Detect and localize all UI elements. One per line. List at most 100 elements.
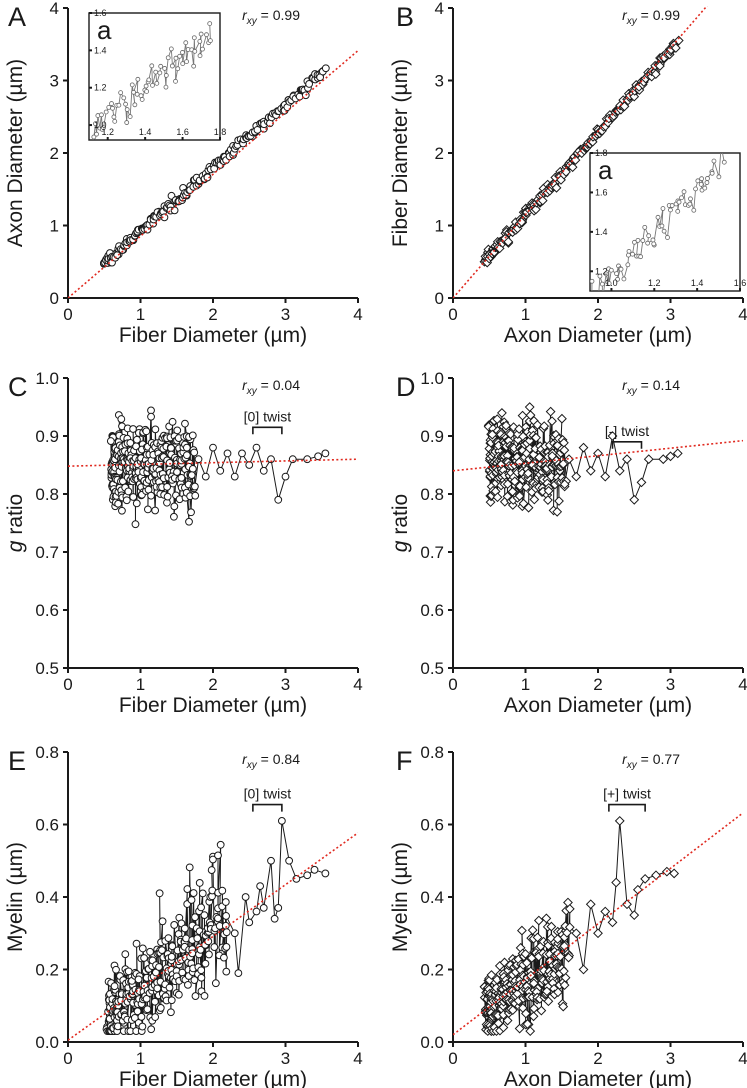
inset-y-tick-label: 1.2 [94,83,107,93]
data-point-336 [259,903,268,912]
inset-point-59 [699,176,705,182]
inset-x-tick-label: 1.4 [691,278,704,288]
data-point-333 [593,928,603,939]
data-point-124 [134,975,143,984]
data-point-236 [180,924,189,933]
inset-point-68 [719,145,723,149]
inset-letter: a [97,15,112,45]
inset-point-50 [173,78,178,84]
data-point-168 [151,1013,160,1021]
plot-area [68,816,358,1041]
data-point-260 [190,976,199,984]
inset-point-53 [688,196,693,202]
twist-label: [-] twist [605,423,649,439]
data-point-210 [167,996,176,1005]
data-point-48 [503,236,514,247]
data-point-147 [508,422,519,433]
data-point-191 [147,412,155,421]
data-point-236 [532,932,543,943]
data-point-185 [158,946,166,955]
data-point-179 [155,889,164,898]
data-point-337 [267,856,275,865]
data-point-135 [133,435,141,444]
correlation-label: rxy = 0.99 [242,7,300,27]
data-point-97 [170,206,179,215]
data-point-66 [492,492,503,503]
panel-c: C 0 1 2 3 4 0.5 0.6 0.7 0.8 0.9 1.0 Fiber Diameter (… [4,369,363,717]
data-point-338 [252,443,261,452]
twist-bracket [252,803,283,812]
data-point-341 [643,454,654,465]
data-point-183 [517,410,528,421]
y-tick-label: 0.6 [35,816,59,835]
inset-point-54 [180,61,186,67]
y-tick-label: 3 [435,72,444,91]
inset-point-46 [168,46,174,52]
data-point-187 [147,406,155,415]
x-tick-label: 1 [136,305,145,324]
data-point-306 [182,451,191,460]
data-point-126 [567,162,578,173]
correlation-label: rxy = 0.99 [622,7,680,27]
y-tick-label: 0.0 [420,1033,444,1052]
x-tick-label: 3 [281,305,290,324]
y-tick-label: 0.6 [420,816,444,835]
data-point-341 [640,873,651,884]
data-point-339 [259,466,268,475]
y-tick-label: 0.8 [420,485,444,504]
panel-d: D 0 1 2 3 4 0.5 0.6 0.7 0.8 0.9 1.0 Axon Diameter (µ… [389,369,747,717]
inset-y-tick-label: 1.0 [94,120,107,130]
x-tick-label: 4 [738,1049,747,1068]
data-point-336 [607,431,618,441]
data-point-293 [205,950,213,959]
twist-bracket [252,426,283,435]
inset-point-17 [618,266,624,272]
data-point-130 [137,1012,146,1021]
x-tick-label: 1 [521,1049,530,1068]
twist-bracket [608,803,646,812]
data-point-345 [321,869,330,878]
data-point-168 [514,1023,525,1034]
inset-point-19 [121,95,127,101]
x-axis-title: Axon Diameter (µm) [504,1068,692,1088]
data-point-344 [669,868,680,879]
data-point-80 [121,950,130,959]
inset-point-49 [173,55,179,61]
inset-point-59 [191,63,197,69]
inset-point-44 [163,73,169,78]
panel-letter: B [396,2,414,32]
inset-point-32 [650,237,656,243]
data-point-344 [310,865,319,874]
data-point-71 [118,506,126,515]
data-point-208 [525,1026,536,1037]
y-tick-label: 0.6 [420,601,444,620]
inset-point-34 [651,241,657,247]
data-point-338 [622,899,632,910]
data-point-47 [114,499,123,508]
data-point-316 [558,966,569,977]
data-point-319 [187,508,195,517]
inset-point-56 [695,178,701,184]
data-point-341 [285,856,294,865]
data-point-334 [593,448,603,459]
y-tick-label: 0.6 [35,601,59,620]
data-point-280 [200,911,209,920]
inset-point-13 [110,105,115,111]
inset-point-25 [132,102,138,108]
data-point-221 [528,978,539,989]
data-point-207 [523,502,534,513]
x-tick-label: 2 [208,675,217,694]
data-point-322 [188,431,197,440]
inset-point-24 [635,237,641,243]
inset-y-tick-label: 1.2 [595,266,608,276]
regression-line [453,812,743,1036]
inset-point-14 [111,114,117,120]
data-point-329 [222,912,230,920]
data-point-274 [197,973,206,982]
data-point-330 [230,929,239,938]
inset-point-65 [711,158,717,164]
inset-x-tick-label: 1.6 [176,127,189,137]
plot-area [68,50,358,298]
data-point-331 [578,964,589,975]
x-tick-label: 0 [448,305,457,324]
